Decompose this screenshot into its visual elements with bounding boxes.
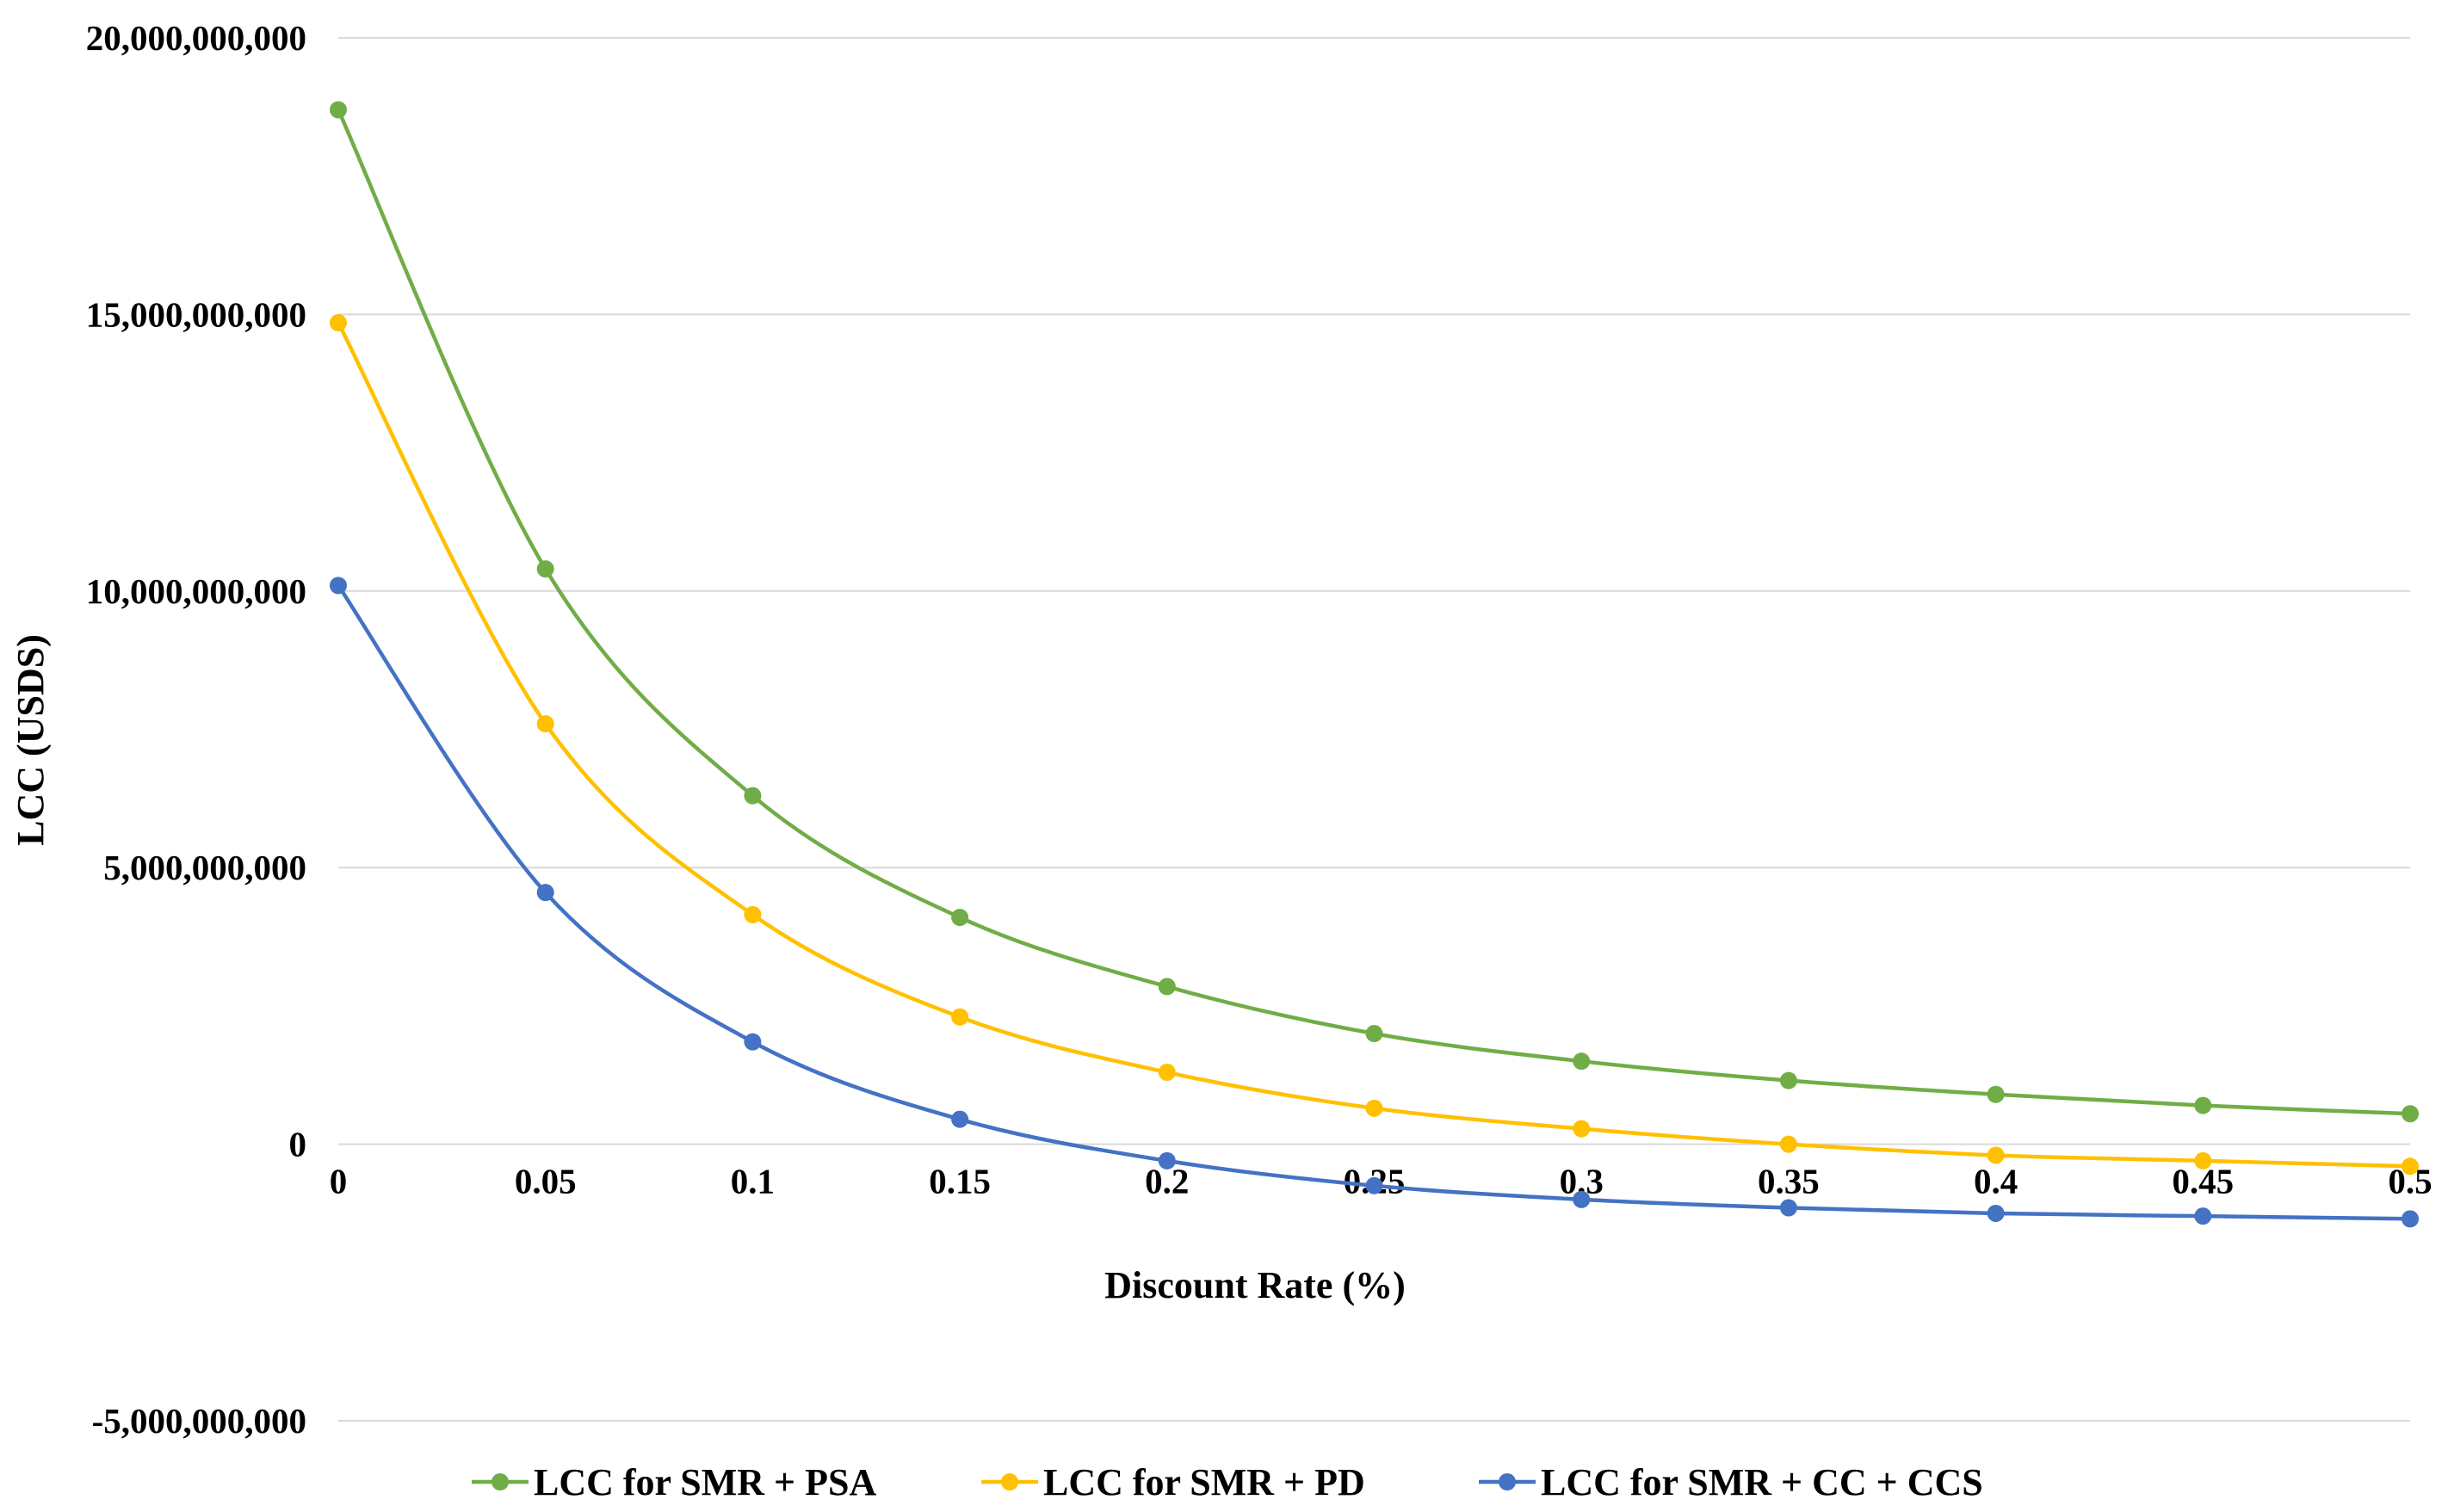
x-tick-label: 0.15: [929, 1162, 991, 1201]
legend-item: LCC for SMR + PD: [981, 1461, 1365, 1503]
data-point: [744, 905, 762, 923]
data-point: [951, 1008, 969, 1026]
data-point: [2402, 1105, 2419, 1123]
data-point: [2194, 1207, 2212, 1225]
data-point: [1158, 1064, 1176, 1082]
data-point: [536, 715, 554, 733]
legend: LCC for SMR + PSA LCC for SMR + PD LCC for…: [472, 1461, 1983, 1503]
legend-item: LCC for SMR + PSA: [472, 1461, 876, 1503]
data-point: [2402, 1210, 2419, 1228]
data-point: [2194, 1151, 2212, 1169]
legend-marker: [491, 1473, 509, 1490]
legend-label: LCC for SMR + CC + CCS: [1541, 1461, 1983, 1503]
data-point: [1365, 1176, 1383, 1194]
y-tick-label: 20,000,000,000: [86, 18, 306, 58]
x-tick-label: 0.1: [731, 1162, 775, 1201]
data-point: [330, 101, 347, 119]
x-axis-title: Discount Rate (%): [1104, 1264, 1406, 1306]
series-line: [336, 108, 2413, 1116]
data-point: [951, 909, 969, 927]
data-point: [1779, 1071, 1797, 1089]
data-point: [1779, 1135, 1797, 1153]
series-line: [336, 583, 2413, 1221]
legend-label: LCC for SMR + PSA: [534, 1461, 876, 1503]
series-line: [336, 320, 2413, 1169]
y-axis-tick-labels: -5,000,000,000 0 5,000,000,000 10,000,000,0…: [86, 18, 306, 1441]
data-point: [1573, 1120, 1591, 1138]
data-point: [1573, 1052, 1591, 1071]
series-layer: [330, 101, 2419, 1228]
data-point: [744, 1033, 762, 1051]
y-tick-label: 10,000,000,000: [86, 571, 306, 611]
data-point: [1573, 1190, 1591, 1208]
data-point: [1987, 1204, 2005, 1222]
data-point: [1365, 1099, 1383, 1117]
data-point: [1365, 1025, 1383, 1043]
series-1: [330, 101, 2419, 1123]
data-point: [951, 1110, 969, 1128]
data-point: [536, 884, 554, 902]
data-point: [1987, 1085, 2005, 1103]
legend-marker: [1001, 1473, 1018, 1490]
x-tick-label: 0: [330, 1162, 348, 1201]
y-tick-label: 0: [289, 1125, 307, 1164]
data-point: [744, 787, 762, 805]
x-tick-label: 0.4: [1974, 1162, 2018, 1201]
x-tick-label: 0.05: [515, 1162, 577, 1201]
data-point: [2402, 1157, 2419, 1176]
legend-item: LCC for SMR + CC + CCS: [1479, 1461, 1983, 1503]
data-point: [1987, 1146, 2005, 1164]
y-axis-title: LCC (USDS): [9, 634, 52, 846]
data-point: [2194, 1096, 2212, 1114]
data-point: [1779, 1199, 1797, 1217]
data-point: [536, 560, 554, 578]
x-tick-label: 0.35: [1758, 1162, 1820, 1201]
y-tick-label: 5,000,000,000: [103, 848, 306, 887]
y-tick-label: 15,000,000,000: [86, 294, 306, 334]
data-point: [330, 577, 347, 595]
legend-marker: [1499, 1473, 1516, 1490]
series-2: [330, 314, 2419, 1176]
series-3: [330, 577, 2419, 1228]
legend-label: LCC for SMR + PD: [1043, 1461, 1365, 1503]
data-point: [1158, 978, 1176, 996]
data-point: [1158, 1151, 1176, 1169]
data-point: [330, 314, 347, 332]
y-tick-label: -5,000,000,000: [92, 1401, 306, 1441]
